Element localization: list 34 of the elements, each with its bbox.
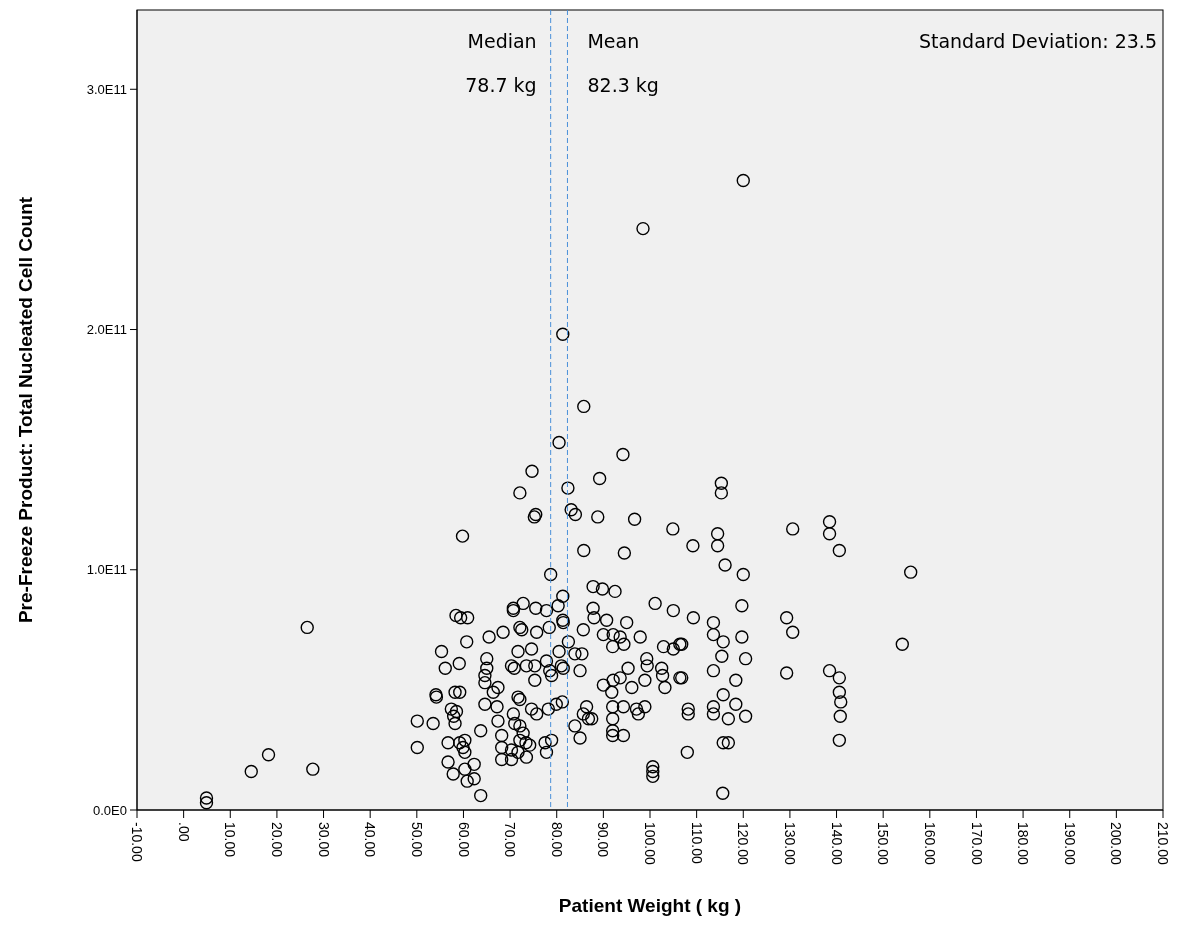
x-tick-label: .00 [175, 822, 192, 842]
x-tick-label: 50.00 [408, 822, 425, 858]
y-tick-label: 3.0E11 [86, 81, 127, 97]
x-tick-label: 70.00 [502, 822, 519, 858]
x-tick-label: 140.00 [828, 822, 845, 866]
x-tick-label: 90.00 [595, 822, 612, 858]
x-tick-label: 130.00 [782, 822, 799, 866]
annotation: 78.7 kg [465, 74, 537, 97]
x-axis-title: Patient Weight ( kg ) [558, 895, 742, 916]
x-tick-label: 160.00 [921, 822, 938, 866]
x-tick-label: 120.00 [735, 822, 752, 866]
x-tick-label: 40.00 [362, 822, 379, 858]
x-tick-label: -10.00 [129, 822, 146, 862]
x-tick-label: 150.00 [875, 822, 892, 866]
x-tick-label: 110.00 [688, 822, 705, 864]
x-tick-label: 80.00 [548, 822, 565, 858]
x-tick-label: 200.00 [1108, 822, 1125, 866]
y-tick-label: 0.0E0 [93, 802, 127, 818]
x-tick-label: 10.00 [222, 822, 239, 858]
x-tick-label: 180.00 [1015, 822, 1032, 866]
x-tick-label: 170.00 [968, 822, 985, 866]
x-tick-label: 100.00 [642, 822, 659, 866]
annotation: Standard Deviation: 23.5 [918, 30, 1157, 52]
annotation: 82.3 kg [587, 74, 659, 97]
x-tick-label: 60.00 [455, 822, 472, 858]
y-axis-title: Pre-Freeze Product: Total Nucleated Cell Count [15, 196, 36, 624]
x-tick-label: 190.00 [1061, 822, 1078, 866]
x-tick-label: 20.00 [269, 822, 286, 858]
ref-line-label: Median [467, 30, 537, 52]
ref-line-label: Mean [587, 30, 640, 52]
y-tick-label: 2.0E11 [86, 322, 127, 338]
y-tick-label: 1.0E11 [86, 562, 127, 578]
x-tick-label: 30.00 [315, 822, 332, 858]
x-tick-label: 210.00 [1155, 822, 1172, 866]
